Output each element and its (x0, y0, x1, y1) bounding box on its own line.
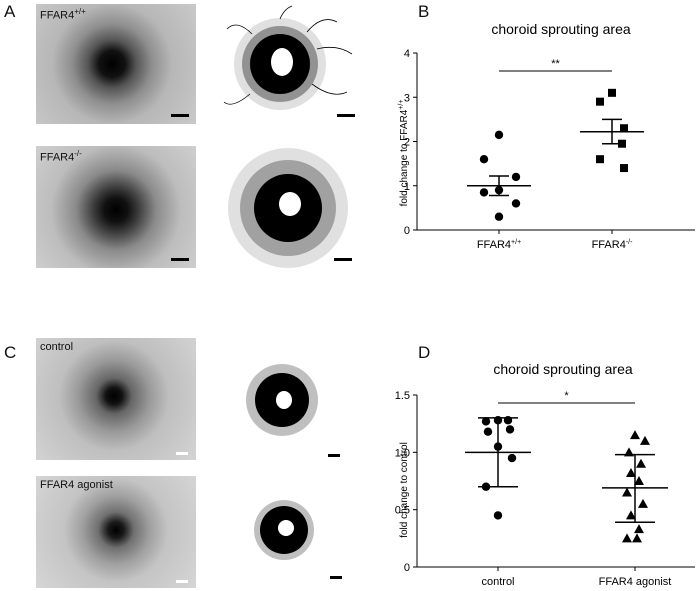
scale-bar (328, 454, 340, 457)
sprouting-mask-graphic (223, 5, 353, 110)
scale-bar (171, 258, 189, 261)
data-point (596, 155, 604, 164)
chart-title: choroid sprouting area (493, 361, 633, 377)
data-point (511, 199, 521, 208)
binary-mask-ffar4-ko (222, 146, 362, 268)
data-point (638, 498, 648, 508)
significance-label: * (564, 390, 569, 402)
data-point (634, 476, 644, 485)
scale-bar (334, 258, 352, 261)
micrograph-control: control (36, 338, 196, 460)
significance-label: ** (551, 58, 560, 70)
panel-letter-b: B (418, 2, 430, 21)
y-tick-label: 4 (404, 48, 410, 60)
data-point (620, 124, 628, 133)
scale-bar (176, 580, 188, 583)
data-point (608, 88, 616, 97)
micrograph-label: FFAR4-/- (40, 149, 82, 164)
data-point (596, 97, 604, 106)
y-tick-label: 0.5 (395, 505, 410, 517)
x-tick-label: FFAR4-/- (592, 239, 634, 251)
y-tick-label: 1 (404, 181, 410, 193)
data-point (507, 453, 517, 463)
scale-bar (337, 114, 355, 117)
y-tick-label: 0 (404, 562, 410, 574)
binary-mask-ffar4-agonist (240, 484, 352, 584)
scale-bar (171, 114, 189, 117)
scale-bar (176, 452, 188, 455)
y-axis-label: fold change to control (399, 442, 410, 538)
micrograph-ffar4-wt: FFAR4+/+ (36, 4, 196, 124)
x-tick-label: control (481, 576, 514, 588)
data-point (632, 533, 642, 543)
sprouting-mask-graphic (254, 500, 314, 560)
sprouting-mask-graphic (228, 148, 348, 268)
micrograph-label: FFAR4 agonist (40, 479, 113, 491)
micrograph-label: control (40, 341, 74, 353)
y-axis-label: fold change to FFAR4+/+ (398, 100, 410, 207)
micrograph-ffar4-agonist: FFAR4 agonist (36, 476, 196, 588)
micrograph-ffar4-ko: FFAR4-/- (36, 146, 196, 268)
sprouting-mask-graphic (246, 364, 318, 436)
data-point (479, 155, 489, 164)
data-point (483, 427, 493, 436)
data-point (493, 511, 503, 520)
y-tick-label: 1.5 (395, 390, 410, 402)
scale-bar (330, 576, 342, 579)
x-tick-label: FFAR4 agonist (599, 576, 672, 588)
y-tick-label: 3 (404, 92, 410, 104)
y-tick-label: 1.0 (395, 447, 410, 459)
panel-letter-a: A (4, 2, 16, 21)
micrograph-label: FFAR4+/+ (40, 7, 86, 22)
x-tick-label: FFAR4+/+ (477, 239, 521, 251)
y-tick-label: 2 (404, 137, 410, 149)
data-point (505, 425, 515, 434)
binary-mask-ffar4-wt (222, 4, 362, 124)
data-point (622, 533, 632, 543)
data-point (494, 212, 504, 221)
data-point (494, 130, 504, 140)
data-point (479, 188, 489, 197)
panel-letter-d: D (418, 343, 431, 362)
data-point (636, 458, 646, 468)
chart-choroid-sprouting-genotype: choroid sprouting area fold change to FF… (398, 21, 695, 251)
data-point (626, 510, 636, 520)
chart-title: choroid sprouting area (491, 21, 631, 37)
y-tick-label: 0 (404, 225, 410, 237)
data-point (481, 417, 491, 426)
data-point (620, 164, 628, 173)
data-point (626, 467, 636, 477)
data-point (640, 435, 650, 445)
data-point (634, 524, 644, 534)
data-point (622, 487, 632, 497)
panel-letter-c: C (4, 343, 17, 362)
data-point (630, 430, 640, 440)
chart-choroid-sprouting-agonist: choroid sprouting area fold change to co… (395, 361, 695, 588)
data-point (511, 172, 521, 182)
binary-mask-control (240, 360, 352, 460)
